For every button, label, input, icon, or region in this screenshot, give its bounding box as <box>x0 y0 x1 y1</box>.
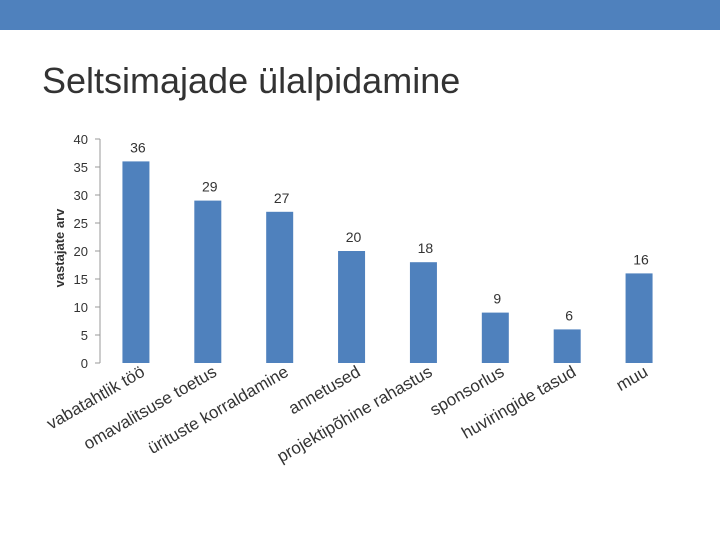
y-tick-label: 25 <box>74 216 88 231</box>
data-label: 9 <box>493 291 501 307</box>
y-tick-label: 15 <box>74 272 88 287</box>
x-tick-label: muu <box>613 362 651 395</box>
data-label: 27 <box>274 190 290 206</box>
bar <box>409 262 437 363</box>
y-tick-label: 10 <box>74 300 88 315</box>
y-tick-label: 0 <box>81 356 88 371</box>
bar <box>481 312 509 363</box>
bar <box>625 273 653 363</box>
bar <box>266 211 294 363</box>
y-axis: 0 5 10 15 20 25 30 35 40 <box>74 132 101 371</box>
bar <box>553 329 581 363</box>
y-tick-label: 30 <box>74 188 88 203</box>
data-label: 36 <box>130 139 146 155</box>
data-label: 18 <box>418 240 434 256</box>
y-tick-label: 40 <box>74 132 88 147</box>
bar <box>338 251 366 363</box>
header-bar <box>0 0 720 30</box>
bar <box>122 161 150 363</box>
slide-title: Seltsimajade ülalpidamine <box>42 60 461 101</box>
data-label: 6 <box>565 307 573 323</box>
bars: 36 29 27 20 18 9 6 16 <box>122 139 653 363</box>
data-label: 29 <box>202 179 218 195</box>
y-tick-label: 20 <box>74 244 88 259</box>
bar <box>194 200 222 363</box>
y-tick-label: 5 <box>81 328 88 343</box>
data-label: 20 <box>346 229 362 245</box>
data-label: 16 <box>633 251 649 267</box>
y-tick-label: 35 <box>74 160 88 175</box>
y-axis-label: vastajate arv <box>52 208 67 288</box>
